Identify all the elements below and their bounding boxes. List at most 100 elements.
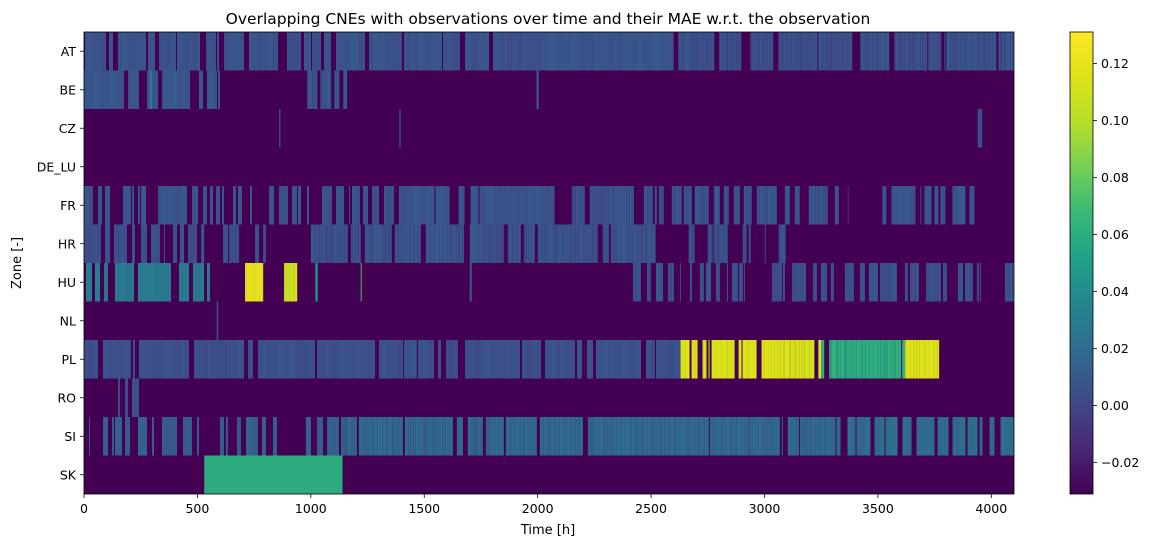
heatmap-cell — [860, 340, 863, 379]
heatmap-cell — [571, 32, 575, 71]
heatmap-cell — [559, 417, 564, 456]
heatmap-cell — [575, 32, 580, 71]
heatmap-segment-cz-2 — [977, 109, 983, 148]
heatmap-cell — [275, 32, 277, 71]
heatmap-cell — [575, 186, 580, 225]
heatmap-cell — [532, 186, 534, 225]
heatmap-cell — [505, 32, 507, 71]
heatmap-cell — [369, 32, 373, 71]
heatmap-cell — [415, 32, 418, 71]
heatmap-cell — [1001, 417, 1006, 456]
x-tick-label: 2000 — [522, 501, 554, 516]
heatmap-cell — [336, 186, 339, 225]
heatmap-cell — [411, 340, 416, 379]
heatmap-cell — [333, 224, 338, 263]
heatmap-cell — [86, 263, 90, 302]
y-axis-title: Zone [-] — [10, 237, 25, 289]
heatmap-cell — [192, 224, 197, 263]
heatmap-cell — [433, 417, 437, 456]
heatmap-cell — [207, 263, 209, 302]
heatmap-cell — [571, 186, 573, 225]
heatmap-cell — [387, 186, 391, 225]
heatmap-cell — [821, 340, 825, 379]
heatmap-cell — [535, 186, 538, 225]
heatmap-cell — [229, 224, 233, 263]
heatmap-cell — [1000, 32, 1002, 71]
heatmap-segment-be-3 — [536, 70, 539, 109]
heatmap-cell — [224, 32, 228, 71]
heatmap-cell — [318, 417, 323, 456]
heatmap-cell — [438, 340, 439, 379]
heatmap-cell — [294, 263, 298, 302]
heatmap-cell — [513, 340, 518, 379]
y-tick-label-hu: HU — [57, 275, 76, 290]
heatmap-cell — [761, 340, 764, 379]
heatmap-cell — [891, 186, 897, 225]
heatmap-cell — [545, 340, 548, 379]
heatmap-cell — [607, 417, 613, 456]
heatmap-cell — [718, 224, 724, 263]
heatmap-cell — [340, 417, 345, 456]
heatmap-cell — [197, 32, 200, 71]
heatmap-cell — [611, 340, 614, 379]
heatmap-cell — [928, 32, 930, 71]
heatmap-cell — [148, 340, 153, 379]
heatmap-cell — [937, 417, 939, 456]
heatmap-cell — [425, 224, 430, 263]
heatmap-cell — [307, 32, 309, 71]
heatmap-cell — [906, 186, 911, 225]
heatmap-cell — [658, 186, 661, 225]
heatmap-cell — [424, 417, 426, 456]
heatmap-cell — [623, 340, 627, 379]
heatmap-cell — [196, 340, 201, 379]
heatmap-cell — [465, 340, 468, 379]
heatmap-cell — [189, 32, 193, 71]
heatmap-cell — [483, 340, 487, 379]
heatmap-cell — [665, 32, 669, 71]
heatmap-cell — [407, 186, 413, 225]
heatmap-cell — [778, 340, 781, 379]
heatmap-cell — [233, 186, 236, 225]
heatmap-cell — [533, 417, 537, 456]
heatmap-cell — [622, 32, 626, 71]
heatmap-cell — [604, 224, 609, 263]
heatmap-cell — [609, 340, 611, 379]
heatmap-cell — [498, 417, 504, 456]
heatmap-cell — [777, 340, 779, 379]
heatmap-cell — [377, 186, 379, 225]
heatmap-cell — [549, 340, 551, 379]
heatmap-cell — [791, 32, 797, 71]
heatmap-cell — [393, 340, 397, 379]
heatmap-cell — [967, 417, 972, 456]
heatmap-cell — [318, 340, 321, 379]
heatmap-cell — [648, 340, 649, 379]
heatmap-cell — [877, 340, 881, 379]
heatmap-cell — [686, 186, 692, 225]
heatmap-cell — [626, 186, 630, 225]
heatmap-cell — [319, 32, 321, 71]
heatmap-cell — [512, 340, 513, 379]
colorbar-tick-label: 0.04 — [1101, 284, 1129, 299]
heatmap-cell — [782, 263, 785, 302]
heatmap-cell — [723, 224, 728, 263]
heatmap-segment-cz-0 — [279, 109, 281, 148]
heatmap-cell — [89, 417, 90, 456]
heatmap-cell — [129, 32, 132, 71]
heatmap-cell — [1000, 417, 1002, 456]
heatmap-cell — [1008, 263, 1013, 302]
heatmap-cell — [337, 224, 341, 263]
heatmap-cell — [662, 340, 667, 379]
heatmap-cell — [320, 70, 322, 109]
heatmap-cell — [781, 417, 783, 456]
heatmap-cell — [651, 224, 656, 263]
heatmap-cell — [579, 417, 583, 456]
heatmap-cell — [173, 186, 177, 225]
heatmap-cell — [473, 32, 476, 71]
heatmap-cell — [179, 186, 182, 225]
heatmap-cell — [796, 32, 801, 71]
heatmap-cell — [95, 224, 98, 263]
heatmap-cell — [104, 417, 108, 456]
heatmap-cell — [705, 263, 711, 302]
colorbar-tick-label: 0.02 — [1101, 341, 1129, 356]
heatmap-cell — [98, 32, 100, 71]
